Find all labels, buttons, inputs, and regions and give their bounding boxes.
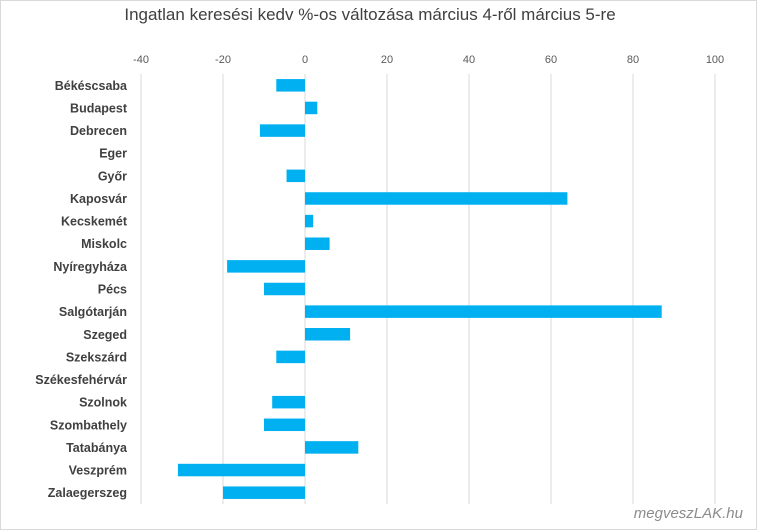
bar	[286, 169, 305, 183]
category-label: Székesfehérvár	[35, 373, 127, 387]
category-label: Nyíregyháza	[53, 260, 128, 274]
category-label: Eger	[99, 147, 127, 161]
bar	[305, 214, 314, 228]
category-label: Békéscsaba	[55, 79, 128, 93]
category-label: Szekszárd	[66, 350, 127, 364]
category-label: Miskolc	[81, 237, 127, 251]
x-tick-label: 100	[706, 54, 724, 66]
chart-title: Ingatlan keresési kedv %-os változása má…	[124, 5, 616, 24]
bar	[177, 463, 305, 477]
bar	[305, 237, 330, 250]
category-label: Szolnok	[79, 396, 127, 410]
bar	[276, 79, 305, 92]
bar	[264, 282, 305, 296]
category-label: Kecskemét	[61, 215, 128, 229]
bar	[264, 418, 305, 432]
category-label: Szeged	[83, 328, 127, 342]
bar	[305, 101, 318, 115]
bar	[276, 350, 305, 364]
x-tick-label: 60	[545, 54, 557, 66]
x-tick-label: 80	[627, 54, 639, 66]
x-tick-label: 20	[381, 54, 393, 66]
x-tick-label: -40	[133, 54, 149, 66]
bar	[259, 124, 305, 137]
x-tick-label: 0	[302, 54, 308, 66]
bar	[227, 260, 305, 273]
bar	[305, 441, 359, 454]
category-label: Debrecen	[70, 124, 127, 138]
category-label: Zalaegerszeg	[48, 486, 127, 500]
x-tick-label: -20	[215, 54, 231, 66]
category-label: Budapest	[70, 101, 128, 115]
bar	[272, 395, 305, 409]
category-label: Pécs	[98, 283, 127, 297]
bar	[223, 486, 305, 499]
category-label: Szombathely	[50, 418, 127, 432]
bar	[305, 305, 662, 318]
bar	[305, 192, 568, 205]
category-label: Tatabánya	[66, 441, 128, 455]
category-label: Veszprém	[69, 464, 127, 478]
x-tick-label: 40	[463, 54, 475, 66]
category-label: Salgótarján	[59, 305, 127, 319]
watermark-text: megveszLAK.hu	[633, 505, 743, 522]
bar	[305, 328, 351, 341]
category-label: Kaposvár	[70, 192, 127, 206]
category-label: Győr	[98, 169, 127, 183]
